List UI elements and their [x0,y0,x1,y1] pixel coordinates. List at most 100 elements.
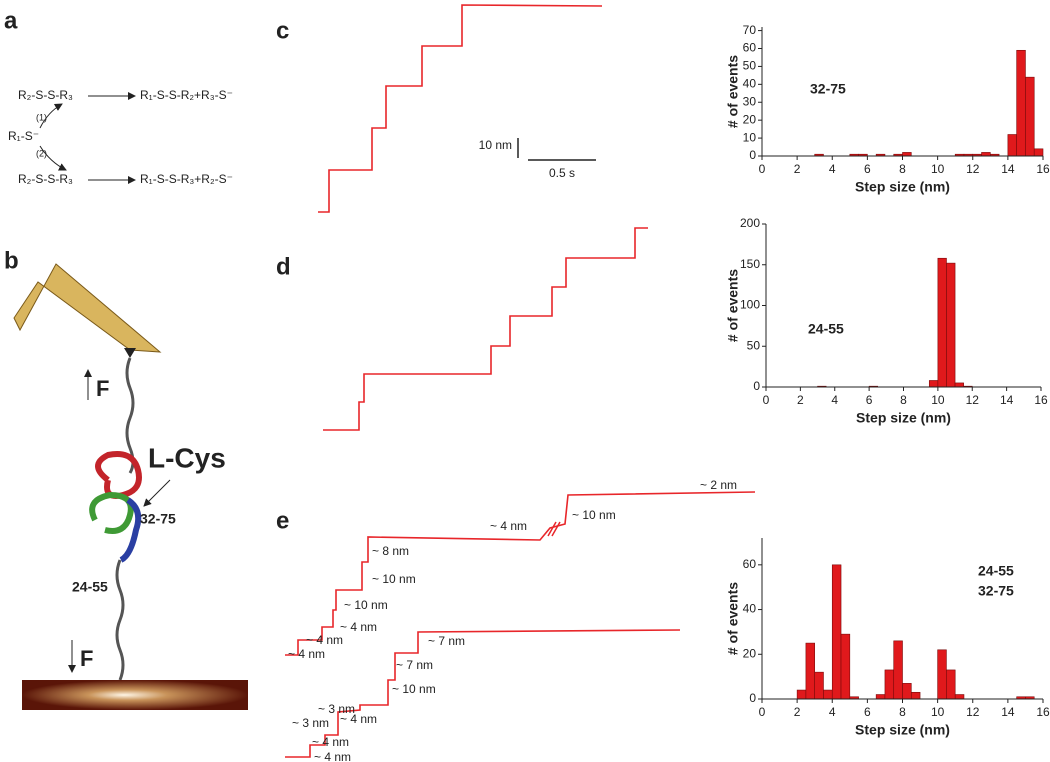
x-tick-label: 16 [1036,162,1050,176]
step-label: ~ 4 nm [306,633,343,647]
bar [814,671,824,700]
bar [902,152,912,157]
y-tick-label: 40 [743,602,757,616]
reagent-label: L-Cys [148,442,226,473]
step-label: ~ 4 nm [314,750,351,762]
x-tick-label: 2 [794,162,801,176]
trace [285,629,681,758]
bond-label: 24-55 [72,579,108,595]
y-axis-label: # of events [725,582,741,655]
bar [910,691,921,700]
y-tick-label: 50 [743,59,757,73]
step-label: ~ 7 nm [396,658,433,672]
tip [124,348,136,358]
bar [928,380,939,388]
panel-label: c [276,17,289,44]
x-tick-label: 6 [864,705,871,719]
formula: R₁-S⁻ [8,129,39,143]
y-tick-label: 200 [740,216,760,230]
substrate [22,680,248,710]
step-label: ~ 10 nm [572,508,616,522]
bar [893,640,903,700]
x-tick-label: 6 [866,393,873,407]
x-tick-label: 0 [759,162,766,176]
step-label: ~ 4 nm [288,647,325,661]
bar [823,689,833,700]
bar [1025,76,1035,157]
x-tick-label: 14 [1001,705,1015,719]
formula: R₂-S-S-R₃ [18,172,73,186]
y-axis-label: # of events [725,55,741,128]
step-label: ~ 10 nm [372,572,416,586]
bar [937,257,947,388]
x-tick-label: 6 [864,162,871,176]
bar [796,689,807,700]
bar [981,152,991,157]
bar [831,564,842,700]
path-label: (2) [36,148,47,158]
y-axis-label: # of events [725,269,741,342]
arrow [143,479,171,507]
x-tick-label: 2 [794,705,801,719]
x-tick-label: 10 [931,393,945,407]
x-tick-label: 4 [829,705,836,719]
bar [1033,148,1044,157]
x-tick-label: 0 [763,393,770,407]
annotation: 24-55 [978,563,1014,579]
x-tick-label: 10 [931,162,945,176]
x-tick-label: 12 [966,162,980,176]
x-tick-label: 8 [899,162,906,176]
step-label: ~ 10 nm [344,598,388,612]
bar [1016,49,1026,157]
step-label: ~ 4 nm [340,712,377,726]
bar [875,694,886,700]
x-axis-label: Step size (nm) [855,722,950,738]
annotation: 32-75 [978,583,1014,599]
step-label: ~ 4 nm [312,735,349,749]
scale-label: 10 nm [479,138,512,152]
annotation: 32-75 [810,81,846,97]
annotation: 24-55 [808,321,844,337]
panel-label: e [276,507,289,534]
trace [323,227,648,431]
y-tick-label: 150 [740,257,760,271]
panel-label: b [4,247,19,274]
bar [946,669,956,700]
arrow [39,145,67,171]
y-tick-label: 0 [753,379,760,393]
protein [95,451,142,499]
x-tick-label: 4 [829,162,836,176]
force-label: F [80,646,93,671]
x-axis-label: Step size (nm) [855,179,950,195]
x-tick-label: 12 [966,393,980,407]
x-tick-label: 12 [966,705,980,719]
bar [840,633,851,700]
force-label: F [96,376,109,401]
formula: R₁-S-S-R₂+R₃-S⁻ [140,88,233,102]
break-mark [547,521,557,537]
x-axis-label: Step size (nm) [856,410,951,426]
path-label: (1) [36,112,47,122]
x-tick-label: 14 [1001,162,1015,176]
formula: R₁-S-S-R₃+R₂-S⁻ [140,172,233,186]
y-tick-label: 50 [747,338,761,352]
x-tick-label: 8 [900,393,907,407]
step-label: ~ 10 nm [392,682,436,696]
x-tick-label: 4 [831,393,838,407]
x-tick-label: 2 [797,393,804,407]
panel-label: d [276,253,291,280]
x-tick-label: 14 [1000,393,1014,407]
step-label: ~ 2 nm [700,478,737,492]
scale-label: 0.5 s [549,166,575,180]
y-tick-label: 30 [743,94,757,108]
x-tick-label: 16 [1036,705,1050,719]
protein [119,497,142,563]
bar [805,642,815,700]
bar [937,649,947,700]
y-tick-label: 60 [743,557,757,571]
bar [954,694,965,700]
bond-label: 32-75 [140,511,176,527]
y-tick-label: 70 [743,23,757,37]
step-label: ~ 4 nm [490,519,527,533]
